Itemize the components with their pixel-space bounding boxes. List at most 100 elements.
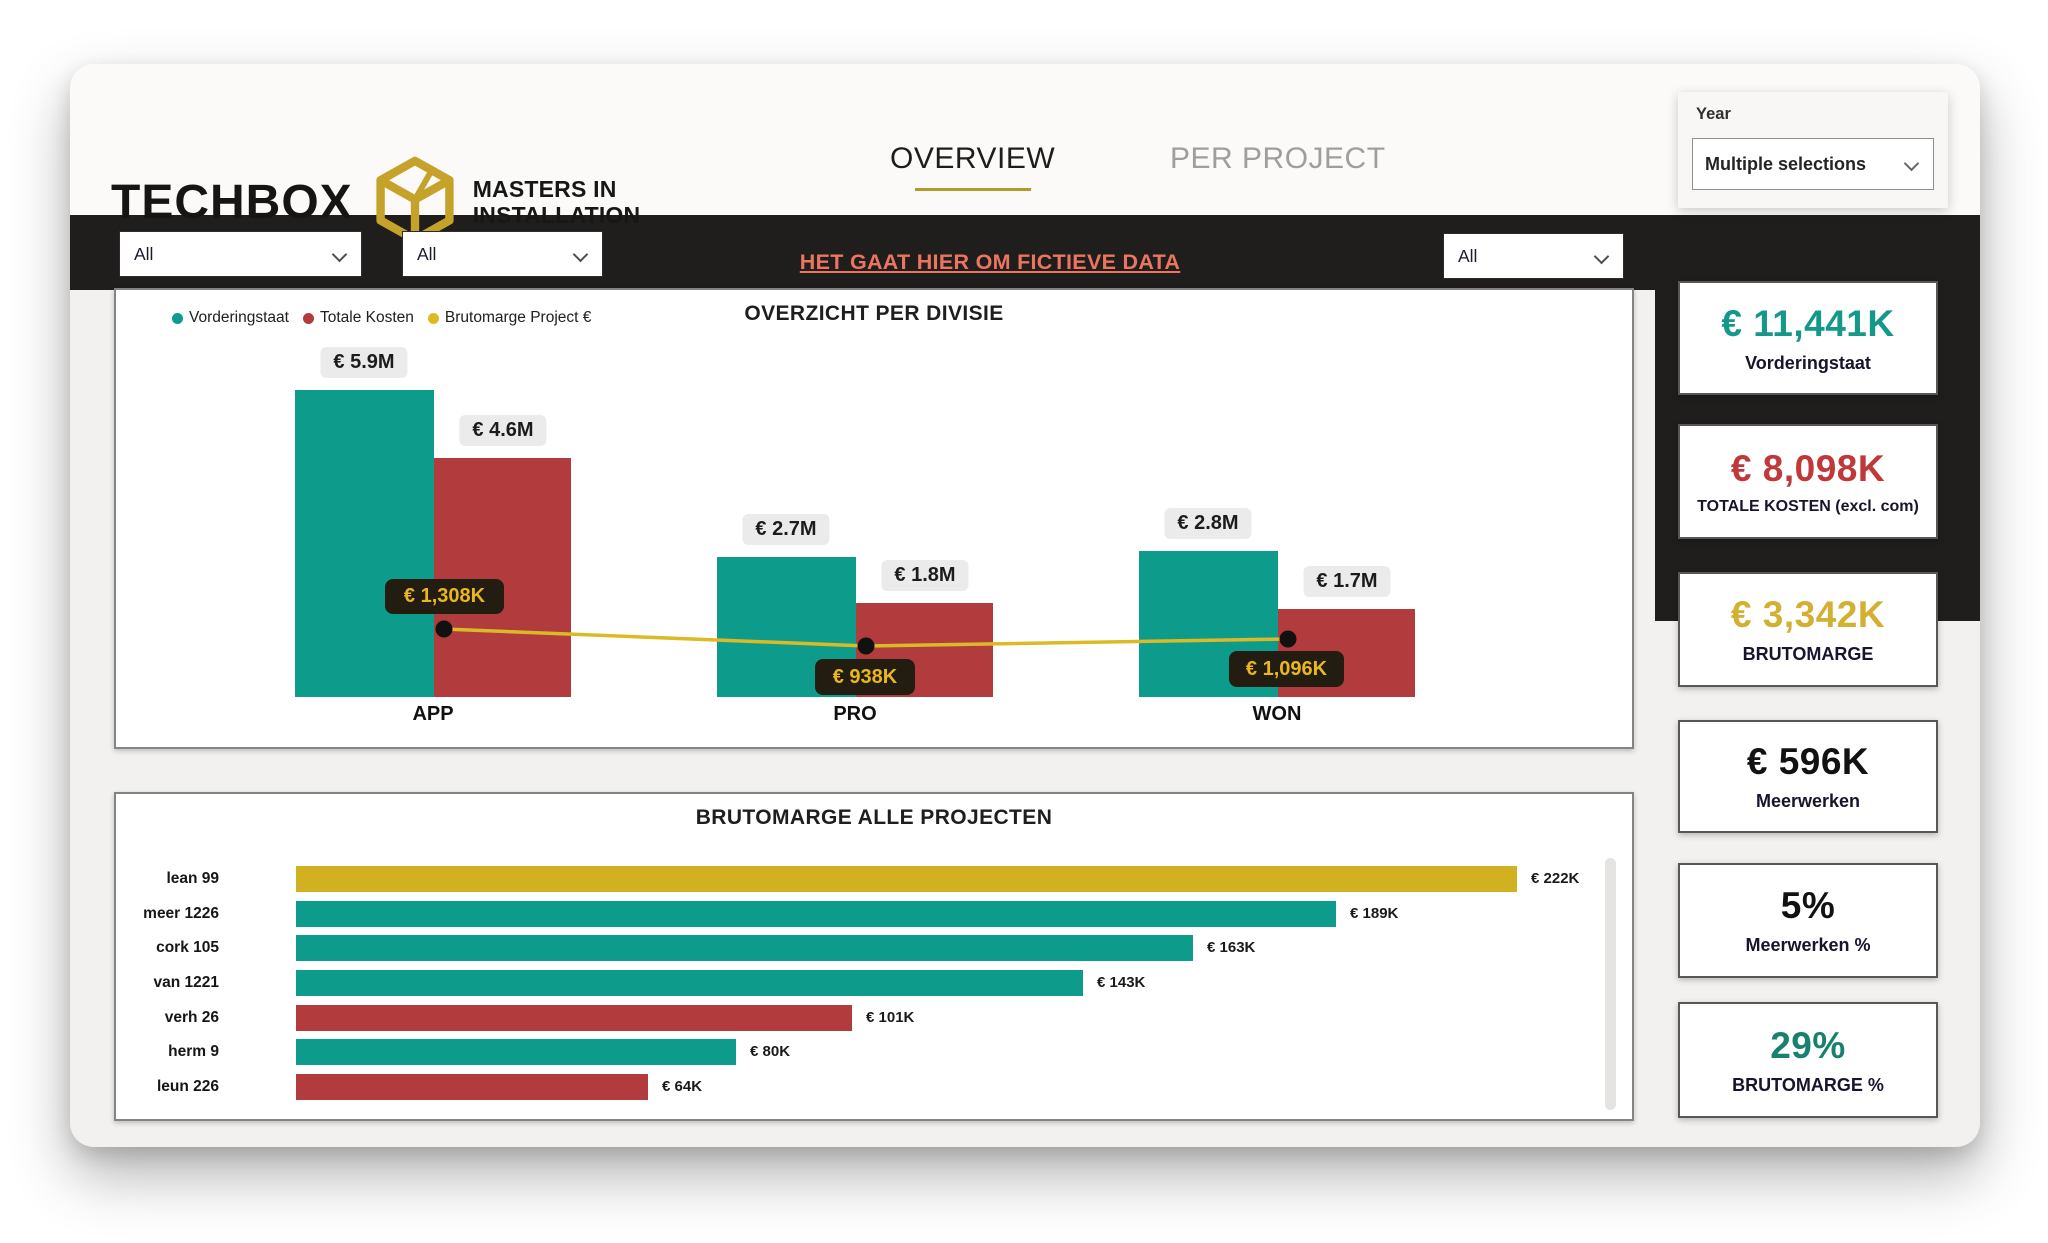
tab-overview[interactable]: OVERVIEW [890,142,1056,191]
active-tab-underline [914,188,1031,191]
tab-overview-label: OVERVIEW [890,142,1056,175]
hbar-category-label: leun 226 [156,1078,219,1095]
hbar-value-label: € 80K [750,1043,791,1060]
tab-per-project-label: PER PROJECT [1170,142,1386,175]
kpi-value: 5% [1780,885,1836,926]
chevron-down-icon [331,246,348,263]
kpi-label: BRUTOMARGE [1742,644,1874,664]
hbar-row: herm 9 € 80K [116,1039,1632,1065]
brand-name: TECHBOX [111,175,353,229]
line-value-label-app: € 1,308K [385,579,504,614]
hbar-row: meer 1226 € 189K [116,901,1632,927]
chart-scrollbar[interactable] [1605,858,1616,1110]
kpi-label: TOTALE KOSTEN (excl. com) [1697,497,1919,515]
hbar-row: van 1221 € 143K [116,970,1632,996]
totale-kosten-bar-app[interactable] [434,458,571,697]
hbar-row: verh 26 € 101K [116,1005,1632,1031]
kpi-card-totale-kosten: € 8,098K TOTALE KOSTEN (excl. com) [1678,424,1938,539]
legend-dot-icon [172,312,183,324]
kpi-label: Meerwerken % [1745,935,1871,955]
filter-1-value: All [134,243,154,264]
kpi-card-vorderingstaat: € 11,441K Vorderingstaat [1678,281,1938,395]
hbar-row: lean 99 € 222K [116,866,1632,892]
combo-chart-title: OVERZICHT PER DIVISIE [744,302,1004,325]
bar-value-label: € 2.7M [742,514,830,545]
kpi-value: € 11,441K [1721,302,1895,344]
hbar-category-label: lean 99 [166,870,219,887]
year-slicer: Year Multiple selections [1678,92,1948,208]
hbar-value-label: € 143K [1097,974,1146,991]
kpi-label: BRUTOMARGE % [1732,1074,1884,1095]
hbar-category-label: verh 26 [164,1009,219,1026]
legend-dot-icon [427,312,439,324]
hbar-herm-9[interactable] [296,1039,736,1065]
hbar-value-label: € 101K [866,1009,915,1026]
kpi-card-meerwerken-pct: 5% Meerwerken % [1678,863,1938,978]
kpi-value: € 3,342K [1730,594,1886,635]
line-value-label-won: € 1,096K [1229,651,1344,687]
kpi-value: 29% [1770,1024,1846,1066]
bar-value-label: € 2.8M [1164,508,1252,539]
kpi-card-meerwerken: € 596K Meerwerken [1678,720,1938,833]
kpi-label: Meerwerken [1755,791,1861,811]
hbar-category-label: cork 105 [156,939,219,956]
tagline-line2: INSTALLATION [472,202,641,228]
bar-group-pro: € 2.7M € 1.8M PRO [717,290,993,725]
bar-value-label: € 1.8M [881,560,969,591]
legend-item-vorderingstaat[interactable]: Vorderingstaat [172,309,289,327]
bar-value-label: € 4.6M [459,415,547,446]
year-dropdown[interactable]: Multiple selections [1692,138,1934,190]
hbar-van-1221[interactable] [296,970,1083,996]
warning-link[interactable]: HET GAAT HIER OM FICTIEVE DATA [799,250,1181,274]
category-label-won: WON [1252,703,1302,725]
kpi-value: € 596K [1746,741,1870,782]
hbar-category-label: van 1221 [153,974,220,991]
projects-chart-panel: BRUTOMARGE ALLE PROJECTEN lean 99 € 222K… [114,792,1634,1121]
hbar-row: cork 105 € 163K [116,935,1632,961]
hbar-cork-105[interactable] [296,935,1193,961]
hbar-lean-99[interactable] [296,866,1517,892]
filter-dropdown-1[interactable]: All [119,231,362,277]
hbar-meer-1226[interactable] [296,901,1336,927]
category-label-pro: PRO [833,703,877,725]
hbar-leun-226[interactable] [296,1074,648,1100]
projects-chart-title: BRUTOMARGE ALLE PROJECTEN [695,806,1053,829]
kpi-card-brutomarge: € 3,342K BRUTOMARGE [1678,572,1938,687]
hbar-value-label: € 189K [1350,905,1399,922]
hbar-verh-26[interactable] [296,1005,852,1031]
hbar-value-label: € 64K [662,1078,703,1095]
legend-item-brutomarge[interactable]: Brutomarge Project € [427,309,591,327]
bar-value-label: € 5.9M [320,347,408,378]
chevron-down-icon [572,246,589,263]
brand-logo: TECHBOX MASTERS IN INSTALLATION [111,154,640,250]
kpi-card-brutomarge-pct: 29% BRUTOMARGE % [1678,1002,1938,1118]
tab-per-project[interactable]: PER PROJECT [1170,142,1386,176]
hbar-value-label: € 163K [1207,939,1256,956]
legend-dot-icon [302,312,314,324]
legend-label: Totale Kosten [319,309,414,326]
vorderingstaat-bar-app[interactable] [295,390,434,697]
filter-2-value: All [417,243,437,264]
line-value-label-pro: € 938K [815,659,915,695]
hbar-row: leun 226 € 64K [116,1074,1632,1100]
filter-dropdown-3[interactable]: All [1443,233,1624,279]
filter-dropdown-2[interactable]: All [402,231,603,277]
year-slicer-label: Year [1696,105,1731,123]
chart-legend: Vorderingstaat Totale Kosten Brutomarge … [172,309,591,327]
hbar-category-label: meer 1226 [143,905,219,922]
hbar-value-label: € 222K [1531,870,1580,887]
category-label-app: APP [412,703,454,725]
kpi-label: Vorderingstaat [1745,352,1871,373]
year-dropdown-value: Multiple selections [1705,153,1867,174]
chevron-down-icon [1903,155,1920,172]
filter-3-value: All [1458,245,1478,266]
chevron-down-icon [1593,248,1610,265]
brand-tagline: MASTERS IN INSTALLATION [473,176,641,228]
legend-item-totale-kosten[interactable]: Totale Kosten [302,309,414,327]
bar-value-label: € 1.7M [1303,566,1391,597]
bar-group-app: € 5.9M € 4.6M APP [295,290,571,725]
tagline-line1: MASTERS IN [472,175,617,202]
legend-label: Vorderingstaat [189,309,289,326]
hbar-category-label: herm 9 [168,1043,219,1060]
kpi-value: € 8,098K [1730,447,1886,489]
